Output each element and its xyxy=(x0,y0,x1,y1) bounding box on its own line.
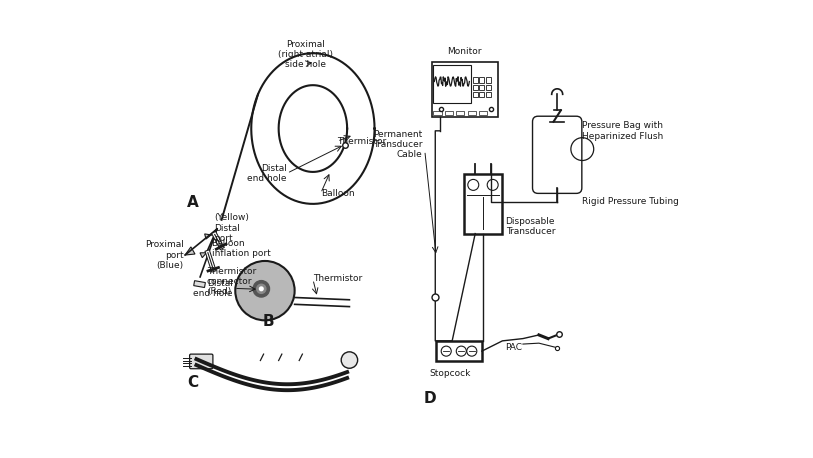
Bar xyxy=(433,65,471,103)
FancyBboxPatch shape xyxy=(189,354,213,369)
Text: Proximal
(right atrial)
side hole: Proximal (right atrial) side hole xyxy=(277,40,333,70)
Bar xyxy=(486,92,491,98)
Text: Balloon: Balloon xyxy=(320,189,354,198)
Bar xyxy=(437,341,482,361)
Circle shape xyxy=(259,287,263,291)
Text: Stopcock: Stopcock xyxy=(429,369,471,378)
Bar xyxy=(467,111,476,115)
Bar xyxy=(479,111,487,115)
Polygon shape xyxy=(205,234,211,239)
Bar xyxy=(486,85,491,90)
Circle shape xyxy=(257,284,266,294)
Bar xyxy=(456,111,464,115)
Text: Thermistor: Thermistor xyxy=(313,274,362,283)
Text: D: D xyxy=(424,392,436,406)
Bar xyxy=(480,92,485,98)
Text: Distal
end hole: Distal end hole xyxy=(193,278,233,298)
Text: Pressure Bag with
Heparinized Flush: Pressure Bag with Heparinized Flush xyxy=(582,121,663,141)
Bar xyxy=(432,62,498,117)
Text: B: B xyxy=(263,314,274,329)
Polygon shape xyxy=(185,247,195,255)
Text: PAC: PAC xyxy=(505,343,522,352)
Text: Thermistor
connector
(Red): Thermistor connector (Red) xyxy=(207,267,256,296)
Bar xyxy=(486,77,491,83)
Text: C: C xyxy=(187,375,198,390)
FancyBboxPatch shape xyxy=(533,116,582,193)
Circle shape xyxy=(341,352,358,368)
Bar xyxy=(472,77,477,83)
Bar xyxy=(472,92,477,98)
Text: Disposable
Transducer: Disposable Transducer xyxy=(506,217,555,236)
Circle shape xyxy=(253,281,270,297)
Text: Distal
end hole: Distal end hole xyxy=(247,164,287,183)
Text: Balloon
inflation port: Balloon inflation port xyxy=(211,239,270,258)
Bar xyxy=(472,85,477,90)
Text: A: A xyxy=(187,195,199,210)
Circle shape xyxy=(235,261,294,320)
Bar xyxy=(480,77,485,83)
Text: Permanent
Transducer
Cable: Permanent Transducer Cable xyxy=(373,130,423,159)
Text: Rigid Pressure Tubing: Rigid Pressure Tubing xyxy=(582,197,679,206)
Text: Proximal
port
(Blue): Proximal port (Blue) xyxy=(145,240,184,270)
Bar xyxy=(480,85,485,90)
Bar xyxy=(463,174,502,234)
Bar xyxy=(433,111,441,115)
Bar xyxy=(193,281,206,288)
Text: (Yellow)
Distal
port: (Yellow) Distal port xyxy=(214,213,249,243)
Text: Thermistor: Thermistor xyxy=(337,137,386,146)
Bar xyxy=(445,111,453,115)
Text: Monitor: Monitor xyxy=(447,47,482,56)
Polygon shape xyxy=(200,253,207,258)
